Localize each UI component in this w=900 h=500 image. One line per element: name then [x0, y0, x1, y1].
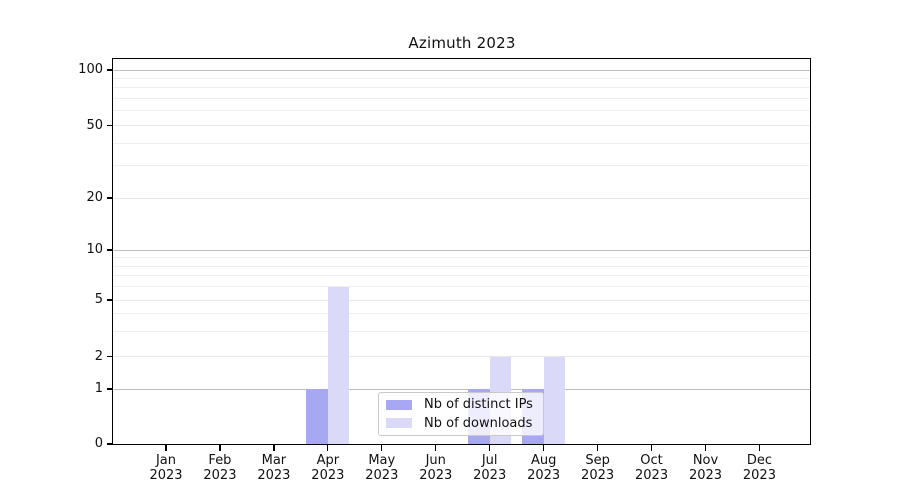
x-tick-apr-2023: [327, 445, 329, 451]
x-tick-label-year: 2023: [365, 468, 399, 483]
x-tick-mar-2023: [273, 445, 275, 451]
gridline-y-40: [113, 142, 811, 144]
x-tick-label-year: 2023: [473, 468, 507, 483]
x-tick-label-year: 2023: [742, 468, 776, 483]
legend-label-distinct-ips: Nb of distinct IPs: [424, 397, 533, 413]
x-tick-label-month: Apr: [316, 453, 340, 468]
x-tick-label-jun-2023: Jun 2023: [404, 453, 468, 483]
x-tick-label-month: Mar: [261, 453, 287, 468]
y-tick-10: [107, 249, 113, 251]
x-tick-label-month: Oct: [640, 453, 663, 468]
x-tick-label-oct-2023: Oct 2023: [620, 453, 684, 483]
y-tick-1: [107, 388, 113, 390]
y-tick-label-1: 1: [94, 381, 103, 396]
x-tick-label-month: Jan: [155, 453, 177, 468]
x-tick-label-mar-2023: Mar 2023: [242, 453, 306, 483]
x-tick-label-may-2023: May 2023: [350, 453, 414, 483]
y-tick-label-5: 5: [94, 292, 103, 307]
legend: Nb of distinct IPs Nb of downloads: [378, 392, 544, 436]
x-tick-label-year: 2023: [419, 468, 453, 483]
chart-title: Azimuth 2023: [408, 34, 516, 52]
x-tick-aug-2023: [543, 445, 545, 451]
y-tick-label-100: 100: [78, 62, 103, 77]
y-tick-label-2: 2: [94, 348, 103, 364]
x-tick-jul-2023: [489, 445, 491, 451]
gridline-y-20: [113, 197, 811, 199]
x-tick-may-2023: [381, 445, 383, 451]
y-tick-label-50: 50: [86, 117, 103, 133]
x-tick-jun-2023: [435, 445, 437, 451]
y-tick-label-0: 0: [94, 436, 103, 451]
x-tick-jan-2023: [165, 445, 167, 451]
gridline-y-10: [113, 249, 811, 251]
x-tick-label-nov-2023: Nov 2023: [674, 453, 738, 483]
legend-swatch-downloads: [386, 418, 412, 429]
bar-downloads-aug-2023: [543, 356, 566, 444]
gridline-y-90: [113, 77, 811, 79]
gridline-y-5: [113, 299, 811, 301]
y-tick-20: [107, 197, 113, 199]
legend-swatch-distinct-ips: [386, 399, 412, 410]
x-tick-label-year: 2023: [311, 468, 345, 483]
x-tick-label-month: Aug: [530, 453, 557, 468]
x-tick-oct-2023: [650, 445, 653, 451]
x-tick-label-year: 2023: [688, 468, 723, 483]
gridline-y-8: [113, 265, 811, 267]
x-tick-label-month: Sep: [585, 453, 610, 468]
gridline-y-70: [113, 98, 811, 100]
x-tick-feb-2023: [219, 445, 221, 451]
gridline-y-30: [113, 165, 811, 167]
gridline-y-80: [113, 87, 811, 89]
x-tick-label-aug-2023: Aug 2023: [512, 453, 576, 483]
x-tick-label-year: 2023: [527, 468, 561, 483]
x-tick-sep-2023: [596, 445, 599, 451]
x-tick-label-year: 2023: [257, 468, 291, 483]
x-tick-nov-2023: [704, 445, 707, 451]
gridline-y-4: [113, 313, 811, 315]
x-tick-label-month: Nov: [692, 453, 719, 468]
gridline-y-1: [113, 388, 811, 390]
y-tick-100: [107, 69, 113, 71]
legend-item-downloads: Nb of downloads: [386, 416, 535, 432]
x-tick-label-month: May: [368, 453, 396, 468]
bar-downloads-apr-2023: [327, 286, 350, 444]
gridline-y-50: [113, 125, 811, 126]
x-tick-label-month: Dec: [746, 453, 773, 468]
y-tick-label-20: 20: [86, 190, 103, 205]
x-tick-label-feb-2023: Feb 2023: [188, 453, 252, 483]
gridline-y-3: [113, 330, 811, 332]
x-tick-label-sep-2023: Sep 2023: [566, 453, 630, 483]
legend-item-distinct-ips: Nb of distinct IPs: [386, 397, 535, 413]
x-tick-label-year: 2023: [149, 468, 183, 483]
gridline-y-60: [113, 110, 811, 112]
x-tick-label-apr-2023: Apr 2023: [296, 453, 360, 483]
plot-border: [112, 58, 811, 445]
gridline-y-100: [113, 69, 811, 71]
x-tick-label-month: Jun: [425, 453, 446, 468]
x-tick-label-year: 2023: [203, 468, 237, 483]
gridline-y-7: [113, 275, 811, 277]
y-tick-0: [107, 443, 113, 445]
bar-distinct-ips-apr-2023: [306, 389, 328, 444]
x-tick-label-year: 2023: [635, 468, 669, 483]
x-tick-label-jul-2023: Jul 2023: [458, 453, 522, 483]
gridline-y-6: [113, 286, 811, 288]
x-tick-dec-2023: [758, 445, 761, 451]
y-tick-2: [107, 355, 113, 358]
y-tick-50: [107, 124, 113, 127]
y-tick-label-10: 10: [86, 242, 103, 257]
gridline-y-2: [113, 356, 811, 357]
x-tick-label-month: Jul: [481, 453, 498, 468]
x-tick-label-jan-2023: Jan 2023: [134, 453, 198, 483]
legend-label-downloads: Nb of downloads: [424, 415, 533, 431]
gridline-y-9: [113, 257, 811, 259]
x-tick-label-dec-2023: Dec 2023: [727, 453, 791, 483]
y-tick-5: [107, 299, 113, 301]
x-tick-label-month: Feb: [208, 453, 232, 468]
x-tick-label-year: 2023: [581, 468, 615, 483]
